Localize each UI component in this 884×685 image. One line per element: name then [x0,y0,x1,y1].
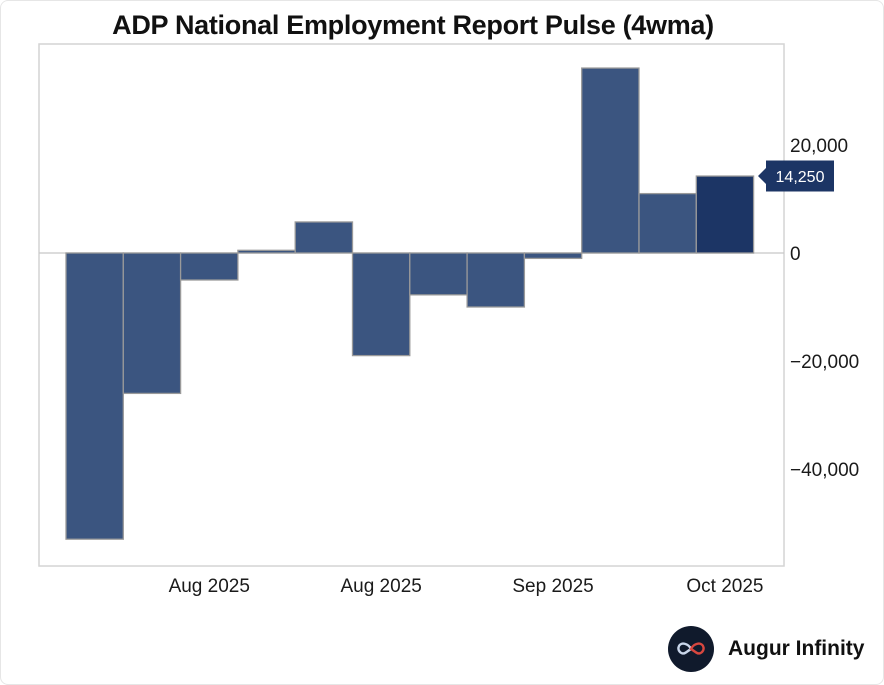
bar [65,252,124,540]
x-tick-label: Aug 2025 [340,576,421,597]
bar [409,252,468,296]
brand-logo [668,626,714,672]
y-tick-label: 20,000 [790,136,848,157]
x-tick-label: Sep 2025 [512,576,593,597]
bar [237,249,296,254]
infinity-icon [677,642,705,655]
bar [581,67,640,254]
plot-frame [38,43,785,567]
bar [179,252,239,281]
x-tick-label: Aug 2025 [169,576,250,597]
brand: Augur Infinity [668,626,864,672]
bar [294,221,354,254]
bar [351,252,411,357]
bar [466,252,526,308]
bar [523,252,583,260]
y-tick-label: 0 [790,244,801,265]
value-callout [758,160,834,192]
bar [695,175,755,254]
bar [122,252,182,395]
chart-title: ADP National Employment Report Pulse (4w… [112,10,714,40]
bar [638,192,697,254]
value-callout-label: 14,250 [776,169,825,186]
brand-name: Augur Infinity [728,637,865,660]
y-tick-label: −40,000 [790,460,859,481]
x-tick-label: Oct 2025 [686,576,763,597]
y-tick-label: −20,000 [790,352,859,373]
